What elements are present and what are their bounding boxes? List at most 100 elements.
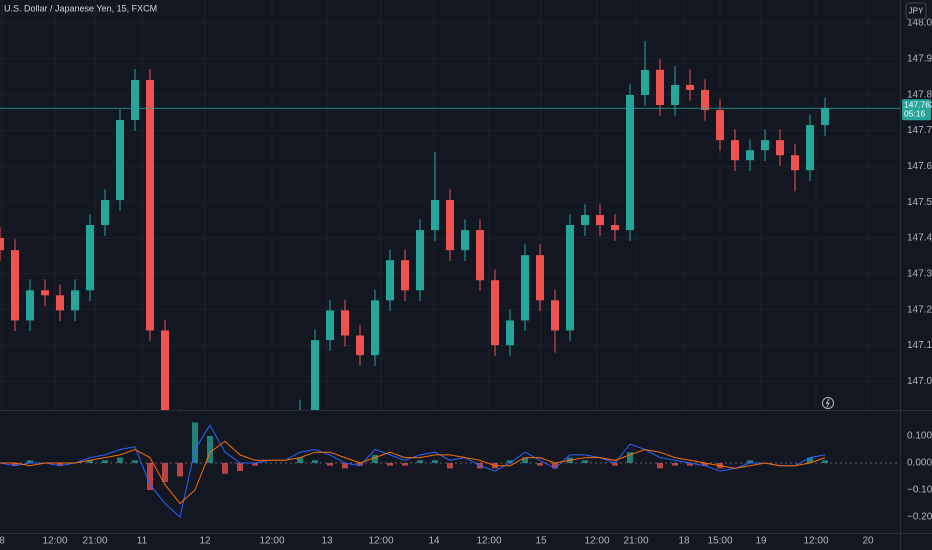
candle-body xyxy=(776,140,784,156)
histogram-bar xyxy=(747,460,753,463)
x-tick-label: 12:00 xyxy=(584,536,609,547)
y-tick-label: 147.000 xyxy=(907,376,932,387)
candle-body xyxy=(341,310,349,336)
candle-body xyxy=(536,255,544,301)
candle-body xyxy=(461,230,469,251)
candle-body xyxy=(476,230,484,281)
histogram-bar xyxy=(132,460,138,463)
y-tick-label: 147.300 xyxy=(907,268,932,279)
candle-body xyxy=(656,69,664,106)
candle-body xyxy=(11,250,19,321)
x-tick-label: 21:00 xyxy=(623,536,648,547)
currency-box[interactable] xyxy=(905,2,927,20)
histogram-bar xyxy=(627,452,633,463)
candle-body xyxy=(161,330,169,410)
candle-body xyxy=(371,300,379,356)
candle-body xyxy=(716,110,724,141)
histogram-bar xyxy=(252,462,258,466)
x-tick-label: 21:00 xyxy=(82,536,107,547)
replay-icon-bolt xyxy=(825,398,830,408)
candle-body xyxy=(71,290,79,311)
x-tick-label: 20 xyxy=(862,536,874,547)
signal-line xyxy=(0,440,826,505)
x-tick-label: 14 xyxy=(428,536,440,547)
x-tick-label: 8 xyxy=(0,536,5,547)
histogram-bar xyxy=(12,462,18,466)
histogram-bar xyxy=(87,460,93,463)
candle-body xyxy=(0,237,4,251)
histogram-bar xyxy=(522,457,528,463)
histogram-bar xyxy=(237,462,243,472)
candle-body xyxy=(26,290,34,321)
candle-body xyxy=(761,140,769,151)
candle-body xyxy=(101,199,109,226)
x-tick-label: 15 xyxy=(535,536,547,547)
countdown: 05:16 xyxy=(904,108,926,118)
histogram-bar xyxy=(327,462,333,466)
x-tick-label: 19 xyxy=(755,536,767,547)
y-tick-label: 147.700 xyxy=(907,125,932,136)
candle-body xyxy=(731,140,739,161)
x-tick-label: 12:00 xyxy=(476,536,501,547)
histogram-bar xyxy=(192,422,198,463)
candle-body xyxy=(86,225,94,291)
histogram-bar xyxy=(207,435,213,463)
histogram-bar xyxy=(822,460,828,463)
histogram-bar xyxy=(582,460,588,463)
x-tick-label: 18 xyxy=(678,536,690,547)
candle-body xyxy=(701,89,709,111)
histogram-bar xyxy=(447,462,453,469)
histogram-bar xyxy=(297,457,303,463)
histogram-bar xyxy=(552,462,558,469)
candle-body xyxy=(56,295,64,311)
histogram-bar xyxy=(357,462,363,466)
x-tick-label: 11 xyxy=(137,536,148,547)
candle-body xyxy=(806,125,814,171)
currency: JPY xyxy=(909,7,924,16)
x-tick-label: 12:00 xyxy=(368,536,393,547)
histogram-bar xyxy=(372,454,378,463)
histogram-bar xyxy=(537,462,543,466)
y-tick-label: 147.200 xyxy=(907,304,932,315)
candle-body xyxy=(521,255,529,321)
candle-body xyxy=(146,79,154,331)
y-tick-label: 147.900 xyxy=(907,53,932,64)
x-tick-label: 12:00 xyxy=(803,536,828,547)
x-tick-label: 12:00 xyxy=(42,536,67,547)
histogram-bar xyxy=(342,462,348,469)
histogram-bar xyxy=(162,462,168,482)
candle-body xyxy=(821,108,829,126)
candle-body xyxy=(446,199,454,251)
candle-body xyxy=(641,69,649,95)
macd-pane xyxy=(0,422,900,519)
candle-body xyxy=(431,199,439,231)
histogram-bar xyxy=(402,462,408,466)
candle-body xyxy=(416,230,424,291)
axes: 147.000 147.100 147.200 147.300 147.400 147.5… xyxy=(0,18,932,547)
last-price-label: 147.762 xyxy=(904,99,932,109)
replay-icon[interactable] xyxy=(822,397,834,409)
candle-body xyxy=(41,290,49,296)
y2-tick-label: 0.000 xyxy=(907,458,932,469)
candle-body xyxy=(401,260,409,291)
x-tick-label: 12:00 xyxy=(259,536,284,547)
histogram-bar xyxy=(102,460,108,463)
histogram-bar xyxy=(417,460,423,463)
y2-tick-label: 0.100 xyxy=(907,431,932,442)
candle-body xyxy=(791,155,799,171)
histogram-bar xyxy=(177,462,183,477)
histogram-bar xyxy=(222,462,228,474)
histogram-bar xyxy=(702,462,708,466)
x-tick-label: 15:00 xyxy=(707,536,732,547)
x-tick-label: 13 xyxy=(321,536,333,547)
y-tick-label: 147.800 xyxy=(907,89,932,100)
y-tick-label: 147.600 xyxy=(907,161,932,172)
candle-body xyxy=(671,84,679,106)
candle-body xyxy=(581,215,589,226)
histogram-bar xyxy=(27,460,33,463)
candle-body xyxy=(491,280,499,346)
histogram-bar xyxy=(57,462,63,466)
histogram-bar xyxy=(117,457,123,463)
